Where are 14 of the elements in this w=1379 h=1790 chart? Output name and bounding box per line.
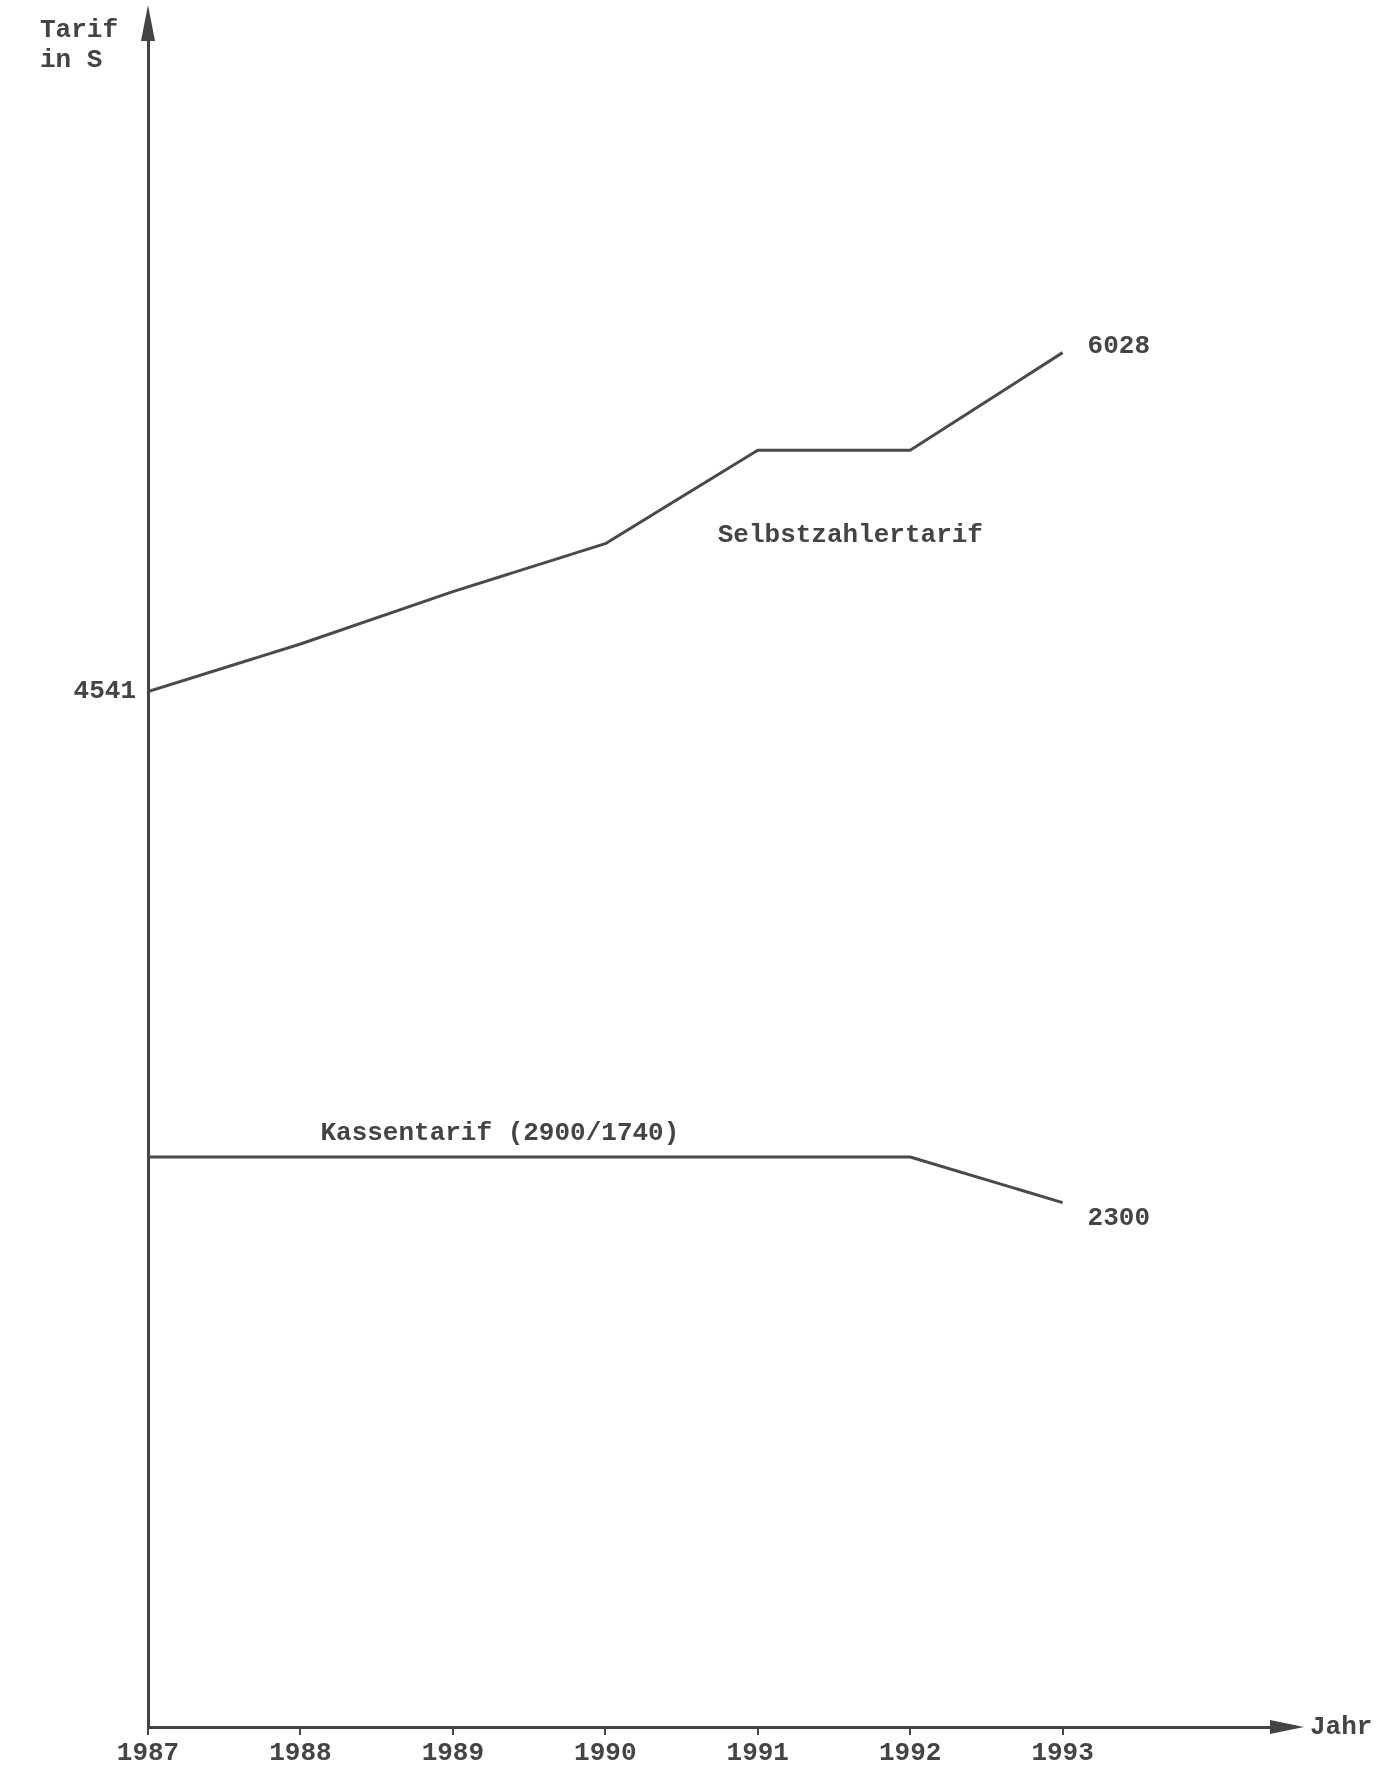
x-tick-label: 1990 [574,1738,637,1769]
x-axis-title: Jahr [1310,1711,1373,1742]
series-label: Kassentarif (2900/1740) [320,1117,680,1148]
x-tick-label: 1987 [116,1738,180,1769]
x-tick-label: 1992 [878,1738,942,1769]
x-tick-label: 1991 [726,1738,789,1769]
x-tick-label: 1988 [269,1738,332,1769]
y-axis-title: Tarif in S [39,14,118,75]
data-label: 4541 [73,676,136,707]
x-tick-label: 1993 [1031,1738,1094,1769]
data-label: 2300 [1087,1203,1151,1234]
data-label: 6028 [1087,331,1151,362]
x-tick-label: 1989 [421,1738,485,1769]
series-label: Selbstzahlertarif [717,519,983,550]
